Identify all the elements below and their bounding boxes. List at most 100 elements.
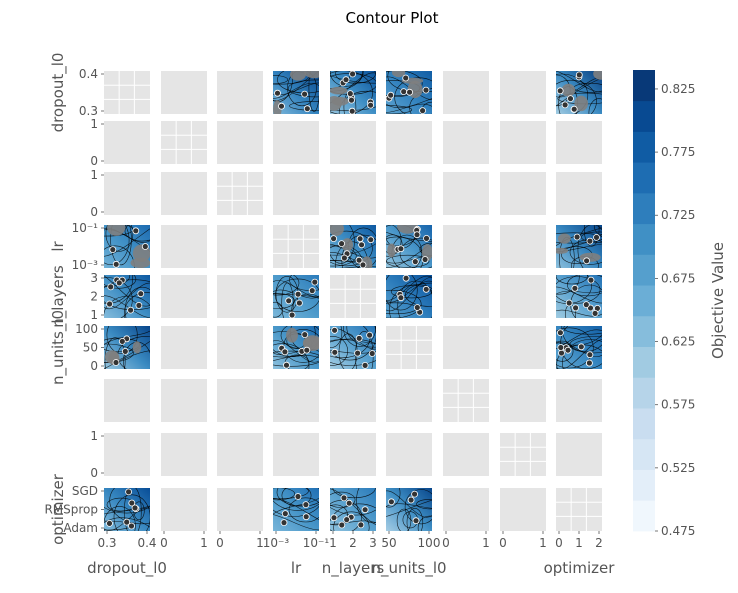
sample-point — [557, 344, 565, 351]
sample-point — [308, 287, 316, 295]
col-tick-label: 1 — [256, 536, 264, 550]
col-tick-label: 0.3 — [97, 536, 116, 550]
sample-point — [400, 88, 408, 95]
sample-point — [575, 71, 583, 79]
sample-point — [109, 246, 117, 254]
row-tick-label: 0.4 — [79, 67, 98, 81]
subplot-cell — [500, 326, 546, 369]
colorbar-band — [633, 377, 655, 409]
sample-point — [421, 256, 429, 263]
sample-point — [412, 517, 420, 525]
subplot-cell — [443, 121, 489, 164]
row-tick-label: 0 — [90, 359, 98, 373]
subplot-cell — [500, 225, 546, 268]
sample-point — [354, 349, 362, 357]
col-tick-label: 0 — [442, 536, 450, 550]
subplot-cell — [217, 275, 263, 318]
sample-point — [558, 349, 565, 357]
sample-point — [356, 235, 364, 243]
subplot-cell — [386, 326, 432, 369]
subplot-cell — [273, 488, 319, 531]
colorbar-band — [633, 100, 655, 132]
sample-point — [419, 107, 427, 114]
row-tick-label: 1 — [90, 308, 98, 322]
colorbar-tick-label: 0.725 — [661, 208, 695, 222]
sample-point — [107, 283, 115, 291]
subplot-cell — [330, 71, 376, 114]
sample-point — [586, 359, 593, 367]
row-tick-label: 0.3 — [79, 104, 98, 118]
col-tick-label: 0 — [555, 536, 563, 550]
subplot-cell — [161, 121, 207, 164]
subplot-cell — [161, 326, 207, 369]
row-tick-label: 10⁻³ — [72, 258, 99, 272]
sample-point — [128, 522, 135, 530]
sample-point — [358, 241, 366, 249]
sample-point — [281, 348, 289, 356]
sample-point — [413, 231, 421, 239]
subplot-cell — [104, 71, 150, 114]
subplot-cell — [161, 225, 207, 268]
col-tick-label: 1 — [575, 536, 583, 550]
sample-point — [345, 499, 353, 507]
row-tick-label: 1 — [90, 168, 98, 182]
sample-point — [367, 236, 375, 244]
subplot-cell — [500, 121, 546, 164]
sample-point — [112, 359, 120, 366]
colorbar-band — [633, 285, 655, 317]
subplot-cell — [500, 433, 546, 476]
subplot-cell — [443, 172, 489, 215]
subplot-cell — [500, 379, 546, 422]
sample-point — [593, 233, 600, 241]
subplot-cell — [556, 121, 602, 164]
col-axis-label: dropout_l0 — [87, 559, 167, 578]
colorbar: 0.475 0.525 0.575 0.625 0.675 0.725 0.775 0.825… — [633, 70, 727, 538]
sample-point — [567, 95, 574, 102]
colorbar-band — [633, 70, 655, 102]
sample-point — [577, 343, 585, 351]
colorbar-band — [633, 346, 655, 378]
subplot-cell — [386, 488, 432, 531]
sample-point — [402, 275, 410, 282]
sample-point — [340, 254, 348, 262]
sample-point — [301, 331, 309, 339]
subplot-cell — [330, 172, 376, 215]
sample-point — [131, 504, 139, 512]
subplot-cell — [273, 121, 319, 164]
sample-point — [361, 361, 369, 369]
sample-point — [137, 290, 145, 298]
subplot-cell — [386, 172, 432, 215]
colorbar-tick-label: 0.625 — [661, 335, 695, 349]
sample-point — [570, 105, 578, 113]
sample-point — [106, 300, 113, 308]
sample-point — [294, 493, 302, 500]
sample-point — [346, 90, 354, 97]
col-tick-label: 1 — [329, 536, 337, 550]
sample-point — [397, 294, 405, 302]
sample-point — [583, 257, 590, 265]
colorbar-band — [633, 162, 655, 194]
sample-point — [406, 88, 414, 96]
subplot-cell — [556, 71, 602, 114]
col-tick-label: 0 — [499, 536, 507, 550]
sample-point — [342, 76, 350, 84]
sample-point — [366, 331, 374, 339]
colorbar-tick-label: 0.575 — [661, 398, 695, 412]
sample-point — [311, 278, 319, 286]
sample-point — [586, 237, 594, 245]
sample-point — [141, 243, 149, 250]
row-tick-label: 1 — [90, 429, 98, 443]
subplot-cell — [443, 326, 489, 369]
sample-point — [118, 337, 126, 345]
sample-point — [423, 234, 430, 242]
sample-point — [280, 519, 288, 526]
colorbar-label: Objective Value — [709, 242, 727, 359]
chart-title: Contour Plot — [346, 9, 439, 27]
colorbar-tick-label: 0.475 — [661, 524, 695, 538]
sample-point — [343, 516, 351, 523]
col-tick-label: 10⁻¹ — [303, 536, 330, 550]
sample-point — [367, 101, 375, 109]
subplot-cell — [386, 379, 432, 422]
subplot-cell — [386, 71, 432, 114]
